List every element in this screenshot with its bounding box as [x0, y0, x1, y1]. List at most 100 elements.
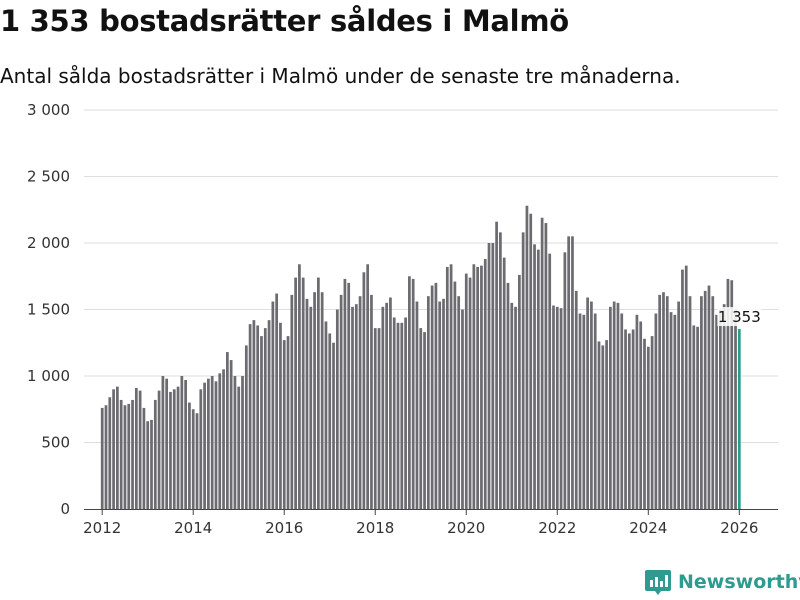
bar	[320, 292, 324, 509]
bar	[108, 397, 112, 509]
bar	[654, 313, 658, 509]
bar	[400, 322, 404, 509]
bar	[658, 294, 662, 509]
bar	[370, 294, 373, 509]
bar	[305, 298, 309, 509]
annotations: 1 353	[717, 307, 762, 327]
bar	[529, 213, 533, 510]
bar	[207, 378, 210, 509]
bar	[317, 277, 320, 509]
bar	[430, 285, 434, 509]
bar	[301, 277, 305, 509]
bar	[426, 296, 430, 509]
chart-subtitle: Antal sålda bostadsrätter i Malmö under …	[0, 64, 681, 88]
bar	[176, 386, 180, 509]
bar	[514, 306, 517, 509]
bar	[419, 328, 423, 509]
bar	[244, 345, 248, 509]
bar	[696, 326, 699, 509]
bar	[445, 266, 449, 509]
bar	[669, 312, 673, 509]
bar	[461, 309, 464, 509]
bar	[718, 309, 722, 509]
bar	[381, 306, 385, 509]
bar	[726, 278, 730, 509]
bar	[218, 373, 222, 509]
newsworthy-logo-icon	[645, 570, 671, 595]
bar	[385, 302, 388, 509]
bar	[476, 266, 480, 509]
bar	[544, 223, 548, 510]
highlight-bar	[737, 329, 741, 509]
bar	[100, 407, 104, 509]
bar	[715, 314, 718, 509]
bar	[552, 305, 555, 509]
annotation-background	[717, 307, 762, 327]
bar	[313, 292, 316, 509]
bar	[548, 253, 552, 509]
bar	[518, 274, 521, 509]
bar	[142, 407, 146, 509]
bar	[354, 304, 358, 509]
y-tick-label: 1 000	[27, 367, 70, 385]
y-tick-label: 2 000	[27, 234, 70, 252]
bar	[563, 252, 567, 509]
bar	[499, 232, 502, 510]
bar	[491, 243, 495, 509]
bar	[328, 333, 332, 509]
bar	[578, 313, 582, 509]
bar	[112, 389, 115, 509]
bar	[711, 296, 715, 509]
bar	[601, 345, 605, 509]
x-axis: 2012 2014 2016 2018 2020 2022 2024 2026	[83, 509, 778, 537]
bar	[411, 278, 415, 509]
bar	[677, 301, 681, 509]
bar	[567, 236, 571, 509]
bar	[646, 346, 650, 509]
bar	[635, 314, 639, 509]
bar	[343, 278, 347, 509]
y-tick-label: 500	[41, 434, 70, 452]
bar	[665, 296, 669, 509]
bar	[256, 325, 260, 509]
bar	[214, 381, 218, 509]
bar	[571, 236, 574, 509]
bar	[597, 341, 601, 509]
bar	[404, 317, 407, 509]
bar	[279, 322, 282, 509]
bar	[650, 336, 654, 509]
bar	[335, 309, 339, 509]
bar	[373, 328, 377, 509]
bar	[392, 317, 396, 509]
bar	[502, 257, 506, 509]
bar	[582, 314, 586, 509]
bar	[483, 258, 487, 509]
bar	[362, 272, 366, 509]
bar	[146, 421, 150, 509]
bar	[153, 399, 157, 509]
bar	[191, 409, 195, 509]
bar	[233, 376, 237, 509]
bar	[510, 302, 514, 509]
bar	[358, 296, 362, 509]
bar	[104, 405, 108, 509]
bar	[536, 249, 540, 509]
bar	[464, 273, 468, 509]
bar	[161, 376, 165, 509]
bar	[324, 321, 328, 509]
bar	[157, 390, 161, 509]
x-tick-label: 2020	[447, 519, 485, 537]
bar	[438, 301, 442, 509]
bar	[442, 298, 445, 509]
bar	[309, 306, 313, 509]
bar	[282, 340, 286, 509]
bar	[263, 328, 267, 509]
bar	[692, 325, 696, 509]
bar	[525, 205, 529, 509]
bar	[506, 282, 510, 509]
bar	[123, 405, 127, 509]
bar	[457, 296, 461, 509]
bar	[620, 313, 624, 509]
bar	[612, 301, 616, 509]
